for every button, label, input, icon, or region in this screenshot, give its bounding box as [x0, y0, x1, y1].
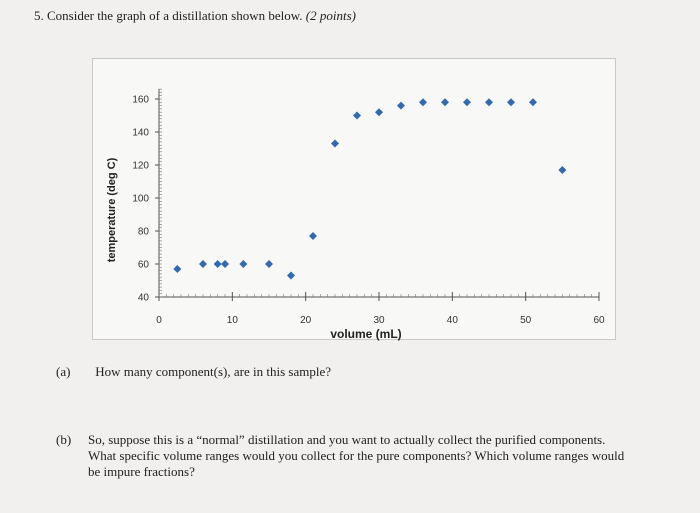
y-tick-label: 120: [132, 161, 149, 172]
y-tick-labels: 40 60 80 100 120 140 160: [132, 95, 149, 304]
x-tick-labels: 0 10 20 30 40 50 60: [156, 315, 605, 326]
data-point: [287, 271, 295, 280]
y-axis-label: temperature (deg C): [106, 157, 118, 262]
data-point: [419, 98, 427, 107]
y-tick-label: 160: [132, 95, 149, 106]
data-points: [173, 98, 567, 280]
part-b-line-1: So, suppose this is a “normal” distillat…: [88, 432, 606, 447]
x-tick-label: 60: [593, 315, 605, 326]
y-tick-label: 140: [132, 128, 149, 139]
x-axis-label: volume (mL): [330, 327, 401, 341]
y-tick-label: 40: [138, 293, 150, 304]
part-b-question: So, suppose this is a “normal” distillat…: [88, 432, 688, 480]
data-point: [239, 260, 248, 268]
data-point: [331, 139, 339, 148]
question-number: 5.: [34, 8, 44, 23]
part-b-line-2: What specific volume ranges would you co…: [88, 448, 625, 463]
part-b-label: (b): [56, 432, 72, 447]
data-point: [199, 260, 207, 268]
y-tick-label: 100: [132, 194, 149, 205]
data-point: [507, 98, 515, 107]
data-point: [558, 165, 567, 174]
x-tick-label: 10: [227, 315, 239, 326]
data-point: [213, 260, 222, 268]
x-tick-label: 50: [520, 315, 532, 326]
y-tick-label: 80: [138, 227, 150, 238]
x-tick-label: 30: [373, 315, 385, 326]
question-text: Consider the graph of a distillation sho…: [47, 8, 303, 23]
data-point: [463, 98, 471, 107]
x-tick-label: 40: [447, 315, 459, 326]
data-point: [309, 231, 317, 240]
x-tick-label: 0: [156, 315, 162, 326]
question-title: 5. Consider the graph of a distillation …: [34, 8, 356, 24]
data-point: [221, 260, 229, 268]
y-tick-label: 60: [138, 260, 150, 271]
part-a-label: (a): [56, 364, 71, 379]
part-a: (a) How many component(s), are in this s…: [56, 364, 331, 380]
chart-axes: [155, 88, 600, 301]
data-point: [375, 108, 383, 117]
x-tick-label: 20: [300, 315, 312, 326]
part-b-line-3: be impure fractions?: [88, 464, 195, 479]
data-point: [441, 98, 449, 107]
data-point: [353, 111, 361, 120]
scatter-chart: 40 60 80 100 120 140 160 0 10 20 30 40 50 60 volume …: [106, 88, 605, 341]
data-point: [529, 98, 537, 107]
part-a-question: How many component(s), are in this sampl…: [95, 364, 331, 379]
data-point: [485, 98, 493, 107]
data-point: [397, 101, 405, 110]
distillation-graph: 40 60 80 100 120 140 160 0 10 20 30 40 50 60 volume …: [92, 58, 616, 341]
data-point: [173, 264, 182, 273]
question-points: (2 points): [305, 8, 356, 23]
data-point: [265, 260, 273, 268]
